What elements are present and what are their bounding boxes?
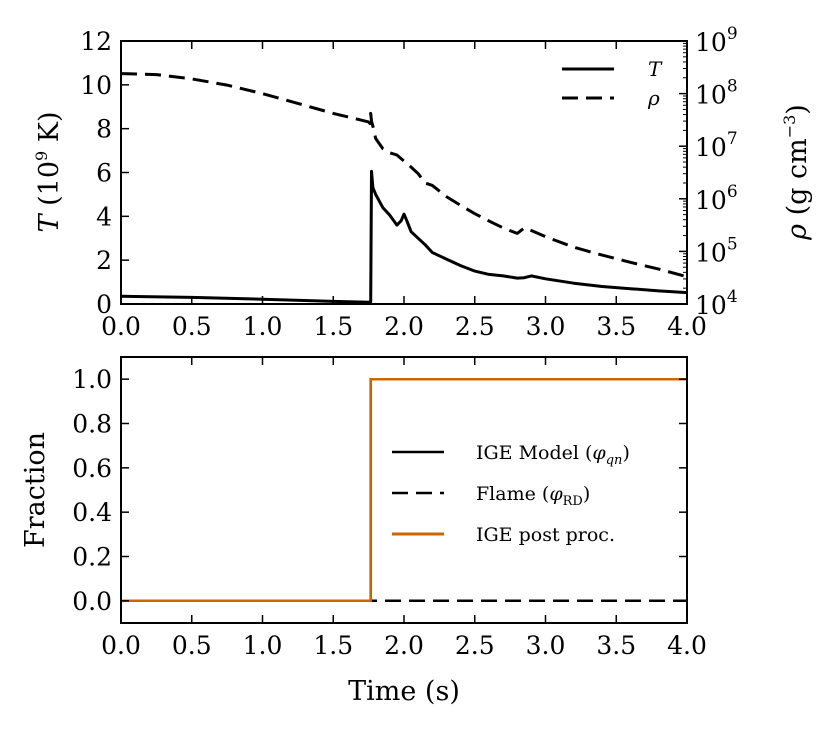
x-tick-label: 0.0 bbox=[101, 631, 141, 660]
top-y2-ticks: 104 105 106 107 108 109 bbox=[679, 24, 738, 320]
x-tick-label: 3.5 bbox=[596, 312, 636, 341]
series-line-T bbox=[120, 169, 688, 304]
y-tick-label: 0.4 bbox=[72, 498, 112, 527]
x-tick-label: 1.5 bbox=[313, 312, 353, 341]
bottom-y-axis-label: Fraction bbox=[20, 432, 51, 548]
y2-tick-label: 109 bbox=[695, 24, 738, 57]
legend-label-ige-model: IGE Model (φqn) bbox=[476, 442, 630, 468]
x-tick-label: 1.0 bbox=[243, 631, 283, 660]
x-tick-label: 1.5 bbox=[313, 631, 353, 660]
legend-label-rho: ρ bbox=[647, 86, 660, 110]
bottom-x-axis-label: Time (s) bbox=[348, 676, 460, 707]
x-tick-label: 2.5 bbox=[455, 631, 495, 660]
series-line-rho bbox=[120, 72, 688, 279]
bottom-x-ticks: 0.0 0.5 1.0 1.5 2.0 2.5 3.0 3.5 4.0 bbox=[101, 357, 707, 660]
y2-tick-label: 105 bbox=[695, 234, 738, 267]
x-tick-label: 2.0 bbox=[384, 631, 424, 660]
y2-tick-label: 107 bbox=[695, 129, 738, 162]
y2-tick-label: 108 bbox=[695, 77, 738, 110]
x-tick-label: 2.5 bbox=[455, 312, 495, 341]
x-tick-label: 3.0 bbox=[526, 312, 566, 341]
y-tick-label: 1.0 bbox=[72, 365, 112, 394]
bottom-y-ticks: 0.0 0.2 0.4 0.6 0.8 1.0 bbox=[72, 365, 687, 616]
y-tick-label: 2 bbox=[96, 246, 112, 275]
x-tick-label: 2.0 bbox=[384, 312, 424, 341]
y-tick-label: 0 bbox=[96, 290, 112, 319]
top-y-axis-label: T (109 K) bbox=[32, 112, 65, 233]
legend-label-ige-postproc: IGE post proc. bbox=[476, 524, 615, 546]
series-line-ige-model bbox=[121, 377, 687, 603]
x-tick-label: 0.5 bbox=[172, 312, 212, 341]
legend-label-flame: Flame (φRD) bbox=[476, 483, 590, 509]
series-line-ige-postproc bbox=[121, 377, 687, 603]
top-y-ticks: 0 2 4 6 8 10 12 bbox=[80, 27, 129, 319]
y-tick-label: 0.0 bbox=[72, 587, 112, 616]
x-tick-label: 4.0 bbox=[667, 631, 707, 660]
x-tick-label: 0.0 bbox=[101, 312, 141, 341]
y-tick-label: 10 bbox=[80, 71, 112, 100]
top-series-group bbox=[120, 72, 688, 304]
y-tick-label: 0.8 bbox=[72, 410, 112, 439]
y2-tick-label: 106 bbox=[695, 182, 738, 215]
x-tick-label: 3.5 bbox=[596, 631, 636, 660]
y-tick-label: 0.6 bbox=[72, 454, 112, 483]
top-x-ticks: 0.0 0.5 1.0 1.5 2.0 2.5 3.0 3.5 4.0 bbox=[101, 41, 707, 341]
x-tick-label: 3.0 bbox=[526, 631, 566, 660]
x-tick-label: 0.5 bbox=[172, 631, 212, 660]
y-tick-label: 6 bbox=[96, 159, 112, 188]
y2-tick-label: 104 bbox=[695, 287, 738, 320]
y-tick-label: 4 bbox=[96, 202, 112, 231]
bottom-plot-frame bbox=[120, 356, 688, 624]
legend-label-T: T bbox=[648, 57, 663, 81]
top-y2-axis-label: ρ (g cm−3) bbox=[780, 104, 813, 241]
bottom-legend: IGE Model (φqn) Flame (φRD) IGE post pro… bbox=[392, 442, 630, 546]
x-tick-label: 1.0 bbox=[243, 312, 283, 341]
y-tick-label: 12 bbox=[80, 27, 112, 56]
y-tick-label: 0.2 bbox=[72, 543, 112, 572]
bottom-series-group bbox=[121, 377, 687, 603]
top-panel: 0.0 0.5 1.0 1.5 2.0 2.5 3.0 3.5 4.0 0 2 4 6 8 10 12 10… bbox=[32, 24, 813, 341]
y-tick-label: 8 bbox=[96, 115, 112, 144]
top-legend: T ρ bbox=[562, 57, 663, 110]
bottom-panel: 0.0 0.5 1.0 1.5 2.0 2.5 3.0 3.5 4.0 0.0 0.2 0.4 0.6… bbox=[20, 356, 707, 707]
x-tick-label: 4.0 bbox=[667, 312, 707, 341]
